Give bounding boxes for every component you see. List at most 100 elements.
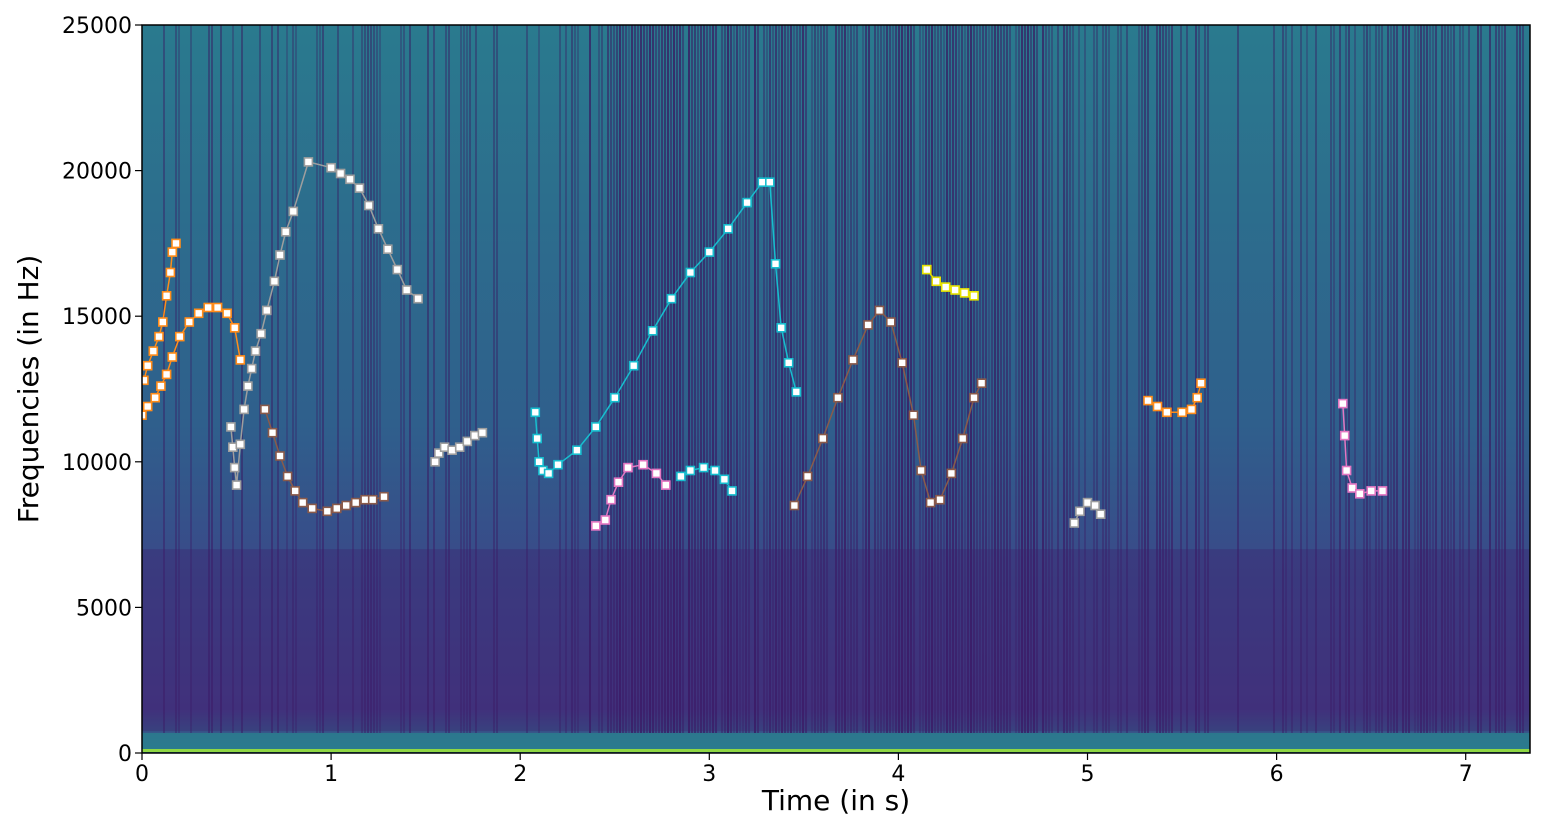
contour-point	[364, 200, 374, 211]
contour-series	[226, 157, 423, 490]
spectrogram-stripe	[793, 25, 795, 733]
contour-point	[477, 427, 488, 438]
contour-point	[685, 465, 696, 476]
spectrogram-stripe	[1339, 25, 1341, 733]
spectrogram-stripe	[649, 25, 651, 733]
contour-series	[590, 459, 671, 531]
spectrogram-stripe	[1450, 25, 1452, 733]
spectrogram-stripe	[802, 25, 804, 733]
contour-point	[148, 346, 159, 356]
spectrogram-stripe	[889, 25, 891, 733]
contour-point	[231, 480, 242, 490]
spectrogram-stripe	[892, 25, 894, 733]
spectrogram-stripe	[703, 25, 705, 733]
spectrogram-stripe	[1426, 25, 1428, 733]
contour-point	[154, 331, 164, 342]
contour-point	[1192, 392, 1202, 403]
spectrogram-stripe	[1363, 25, 1365, 733]
contour-point	[908, 410, 919, 421]
spectrogram-stripe	[208, 25, 210, 733]
spectrogram-stripe	[769, 25, 771, 733]
spectrogram-stripe	[1285, 25, 1287, 733]
spectrogram-stripe	[1144, 25, 1146, 733]
x-tick-label: 6	[1270, 762, 1284, 787]
spectrogram-stripe	[496, 25, 498, 733]
x-tick-label: 0	[135, 762, 149, 787]
spectrogram-stripe	[652, 25, 654, 733]
spectrogram-stripe	[838, 25, 840, 733]
contour-point	[789, 500, 800, 511]
contour-point	[940, 282, 951, 292]
spectrogram-stripe	[658, 25, 660, 733]
spectrogram-stripe	[919, 25, 921, 733]
contour-point	[1339, 430, 1350, 441]
spectrogram-stripe	[445, 25, 447, 733]
spectrogram-stripe	[469, 25, 471, 733]
contour-point	[275, 451, 285, 461]
spectrogram-stripe	[901, 25, 903, 733]
contour-point	[1366, 486, 1376, 496]
plot-frame	[141, 24, 1531, 754]
contour-point	[413, 293, 423, 304]
contour-point	[606, 494, 616, 505]
spectrogram-stripe	[925, 25, 927, 733]
contour-point	[543, 468, 554, 479]
spectrogram-stripe	[409, 25, 411, 733]
spectrogram-stripe	[1375, 25, 1377, 733]
spectrogram-stripe	[796, 25, 798, 733]
x-tick-label: 1	[324, 762, 338, 787]
spectrogram-stripe	[1348, 25, 1350, 733]
spectrogram-stripe	[538, 25, 540, 733]
spectrogram-stripe	[1195, 25, 1197, 733]
contour-point	[530, 407, 541, 418]
spectrogram-stripe	[637, 25, 639, 733]
y-tick-label: 5000	[76, 596, 132, 621]
spectrogram-stripe	[1300, 25, 1302, 733]
contour-point	[229, 462, 240, 473]
spectrogram-stripe	[1441, 25, 1443, 733]
spectrogram-stripe	[1078, 25, 1080, 733]
contour-series	[1069, 497, 1106, 528]
contour-point	[957, 433, 968, 444]
spectrogram-stripe	[958, 25, 960, 733]
spectrogram-stripe	[292, 25, 294, 733]
spectrogram-stripe	[1141, 25, 1143, 733]
spectrogram-stripe	[628, 25, 630, 733]
spectrogram-stripe	[694, 25, 696, 733]
spectrogram-stripe	[1345, 25, 1347, 733]
spectrogram-stripe	[316, 25, 318, 733]
spectrogram-stripe	[379, 25, 381, 733]
spectrogram-stripe	[361, 25, 363, 733]
contour-point	[156, 381, 166, 391]
spectrogram-stripe	[784, 25, 786, 733]
spectrogram-stripe	[772, 25, 774, 733]
spectrogram-stripe	[1501, 25, 1503, 733]
contour-point	[142, 360, 153, 371]
spectrogram-stripe	[1291, 25, 1293, 733]
contour-point	[373, 224, 384, 234]
spectrogram-stripe	[1117, 25, 1119, 733]
contour-point	[280, 227, 291, 237]
spectrogram-stripe	[1432, 25, 1434, 733]
contour-point	[290, 486, 301, 496]
spectrogram-stripe	[820, 25, 822, 733]
spectrogram-stripe	[1477, 25, 1479, 733]
spectrogram-stripe	[997, 25, 999, 733]
spectrogram-stripe	[622, 25, 624, 733]
spectrogram-stripe	[610, 25, 612, 733]
spectrogram-stripe	[787, 25, 789, 733]
contour-point	[165, 267, 176, 278]
spectrogram-stripe	[1027, 25, 1029, 733]
contour-point	[647, 325, 658, 336]
contour-point	[532, 433, 543, 444]
spectrogram-stripe	[1480, 25, 1482, 733]
plot-area	[141, 24, 1531, 754]
spectrogram-stripe	[913, 25, 915, 733]
contour-point	[392, 264, 403, 275]
spectrogram-stripe	[946, 25, 948, 733]
spectrogram-stripe	[1180, 25, 1182, 733]
spectrogram-stripe	[1273, 25, 1275, 733]
contour-point	[322, 506, 333, 517]
spectrogram-stripe	[898, 25, 900, 733]
